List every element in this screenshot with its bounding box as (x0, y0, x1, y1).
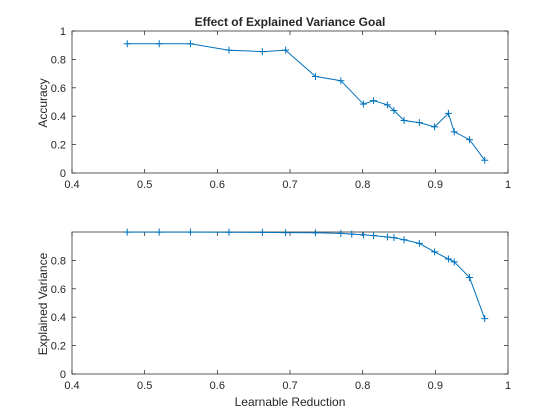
bottom-x-tick-label: 0.7 (282, 380, 297, 392)
top-data-point (282, 46, 290, 54)
bottom-y-axis-label: Explained Variance (36, 252, 50, 355)
bottom-y-tick-label: 0 (60, 369, 66, 381)
bottom-y-tick-label: 0.2 (51, 341, 66, 353)
top-data-point (337, 77, 345, 85)
bottom-data-point (123, 228, 131, 236)
top-data-point (444, 109, 452, 117)
top-data-point (383, 101, 391, 109)
bottom-y-tick-label: 0.8 (51, 255, 66, 267)
bottom-x-tick-label: 0.9 (428, 380, 443, 392)
top-y-tick-label: 0.2 (51, 140, 66, 152)
top-axes: Effect of Explained Variance Goal Accura… (36, 15, 511, 191)
bottom-axes: Explained Variance Learnable Reduction 0… (36, 228, 511, 409)
top-y-tick-label: 0 (60, 168, 66, 180)
top-data-point (359, 100, 367, 108)
bottom-x-axis-label: Learnable Reduction (235, 395, 346, 409)
bottom-data-point (311, 229, 319, 237)
top-data-point (390, 107, 398, 115)
top-y-tick-label: 0.4 (51, 111, 66, 123)
top-chart-title: Effect of Explained Variance Goal (195, 15, 386, 29)
bottom-data-point (431, 248, 439, 256)
top-data-point (258, 48, 266, 56)
top-data-point (450, 128, 458, 136)
top-data-point (415, 119, 423, 127)
top-x-tick-label: 0.7 (282, 179, 297, 191)
bottom-data-point (359, 231, 367, 239)
bottom-data-point (481, 315, 489, 323)
top-y-axis-label: Accuracy (36, 78, 50, 127)
bottom-y-tick-label: 0.4 (51, 312, 66, 324)
top-x-tick-label: 1 (505, 179, 511, 191)
top-data-point (186, 40, 194, 48)
top-data-point (123, 40, 131, 48)
bottom-x-tick-label: 1 (505, 380, 511, 392)
bottom-data-point (155, 228, 163, 236)
bottom-data-point (370, 232, 378, 240)
bottom-data-point (450, 258, 458, 266)
bottom-data-point (282, 229, 290, 237)
top-x-tick-label: 0.8 (355, 179, 370, 191)
bottom-data-point (465, 273, 473, 281)
top-data-point (311, 72, 319, 80)
bottom-data-point (383, 233, 391, 241)
top-x-tick-label: 0.6 (210, 179, 225, 191)
top-x-tick-label: 0.4 (64, 179, 79, 191)
bottom-plot-area (71, 231, 509, 375)
bottom-series-line (127, 231, 486, 319)
bottom-x-tick-label: 0.4 (64, 380, 79, 392)
bottom-y-tick-label: 0.6 (51, 284, 66, 296)
top-y-tick-label: 1 (60, 26, 66, 38)
top-plot-area (71, 30, 509, 174)
top-data-point (400, 116, 408, 124)
bottom-data-point (258, 228, 266, 236)
bottom-data-point (337, 229, 345, 237)
bottom-data-point (390, 234, 398, 242)
bottom-data-point (186, 228, 194, 236)
top-data-point (481, 156, 489, 164)
top-y-tick-label: 0.8 (51, 54, 66, 66)
top-data-point (225, 46, 233, 54)
top-y-tick-label: 0.6 (51, 83, 66, 95)
top-x-tick-label: 0.5 (137, 179, 152, 191)
bottom-data-point (348, 230, 356, 238)
bottom-data-point (225, 228, 233, 236)
top-data-point (465, 136, 473, 144)
top-data-point (370, 97, 378, 105)
bottom-x-tick-label: 0.8 (355, 380, 370, 392)
bottom-data-point (400, 236, 408, 244)
bottom-x-tick-label: 0.6 (210, 380, 225, 392)
bottom-data-point (444, 255, 452, 263)
top-x-tick-label: 0.9 (428, 179, 443, 191)
bottom-data-point (415, 239, 423, 247)
top-data-point (431, 123, 439, 131)
top-data-point (155, 40, 163, 48)
bottom-x-tick-label: 0.5 (137, 380, 152, 392)
